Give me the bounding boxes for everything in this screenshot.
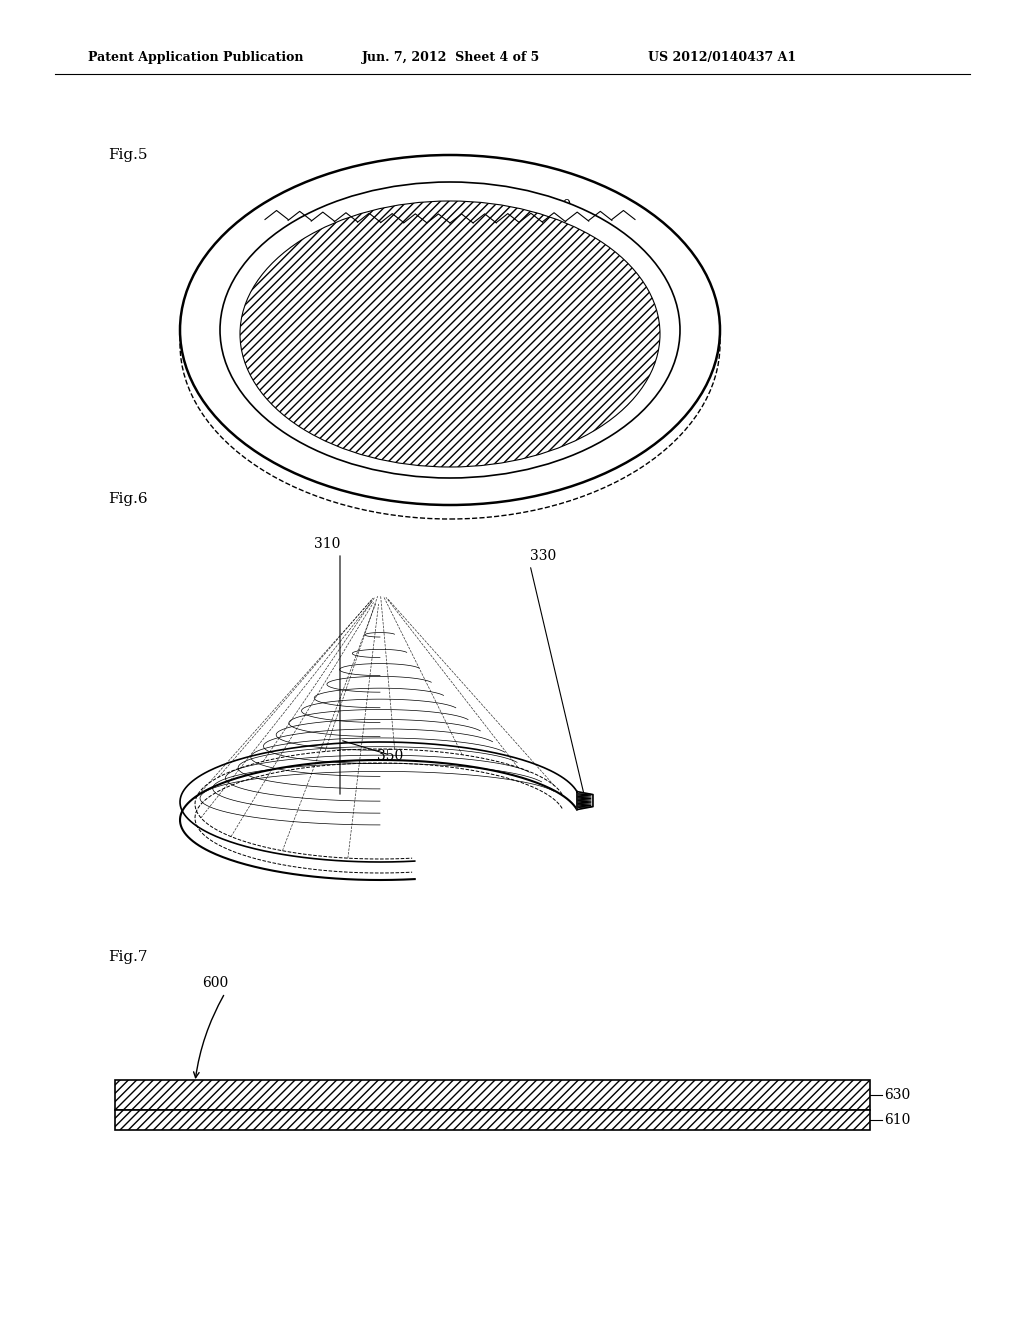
Bar (115, 1110, 870, 1130)
Ellipse shape (240, 201, 660, 467)
Text: 330: 330 (530, 549, 556, 564)
Text: 310: 310 (313, 537, 340, 550)
Ellipse shape (180, 154, 720, 506)
Polygon shape (195, 601, 562, 873)
Text: 310: 310 (345, 197, 371, 211)
Text: US 2012/0140437 A1: US 2012/0140437 A1 (648, 51, 796, 65)
Text: 610: 610 (884, 1113, 910, 1127)
Text: 300: 300 (545, 199, 571, 213)
Ellipse shape (220, 182, 680, 478)
Text: 600: 600 (202, 975, 228, 990)
Text: Fig.5: Fig.5 (108, 148, 147, 162)
Bar (115, 1080, 870, 1110)
Text: 350: 350 (377, 748, 403, 763)
Text: Jun. 7, 2012  Sheet 4 of 5: Jun. 7, 2012 Sheet 4 of 5 (362, 51, 541, 65)
Text: Patent Application Publication: Patent Application Publication (88, 51, 303, 65)
Text: 330: 330 (628, 339, 654, 352)
Polygon shape (577, 792, 593, 809)
Text: 630: 630 (884, 1088, 910, 1102)
Text: Fig.6: Fig.6 (108, 492, 147, 506)
Text: Fig.7: Fig.7 (108, 950, 147, 964)
